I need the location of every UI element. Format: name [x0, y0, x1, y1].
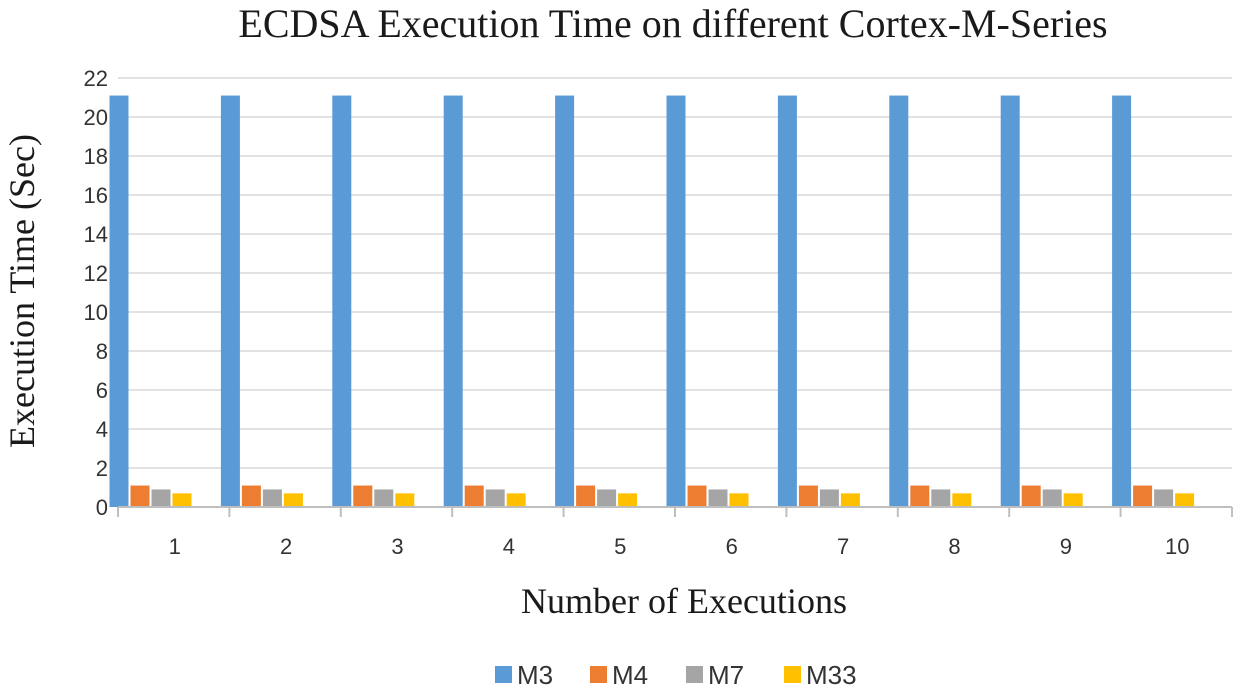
y-axis-label: Execution Time (Sec) — [2, 134, 42, 448]
x-tick-label: 8 — [948, 534, 960, 559]
legend-swatch-m33 — [784, 666, 801, 683]
legend-swatch-m3 — [495, 666, 512, 683]
y-tick-label: 12 — [84, 261, 108, 286]
bar-m4-5 — [576, 485, 596, 507]
x-tick-label: 10 — [1165, 534, 1189, 559]
bar-m3-10 — [1112, 95, 1132, 508]
bar-m7-6 — [708, 489, 728, 507]
bar-m7-3 — [374, 489, 394, 507]
bar-m3-3 — [332, 95, 352, 508]
x-tick-label: 5 — [614, 534, 626, 559]
y-tick-label: 18 — [84, 144, 108, 169]
y-tick-label: 10 — [84, 300, 108, 325]
bar-m3-5 — [555, 95, 575, 508]
bar-m3-6 — [666, 95, 686, 508]
bar-m3-4 — [443, 95, 463, 508]
y-tick-label: 4 — [96, 417, 108, 442]
bar-m3-1 — [109, 95, 129, 508]
y-axis-ticks: 0 2 4 6 8 10 12 14 16 18 20 22 — [84, 66, 108, 520]
bar-m7-9 — [1042, 489, 1062, 507]
bar-m3-9 — [1000, 95, 1020, 508]
bar-m7-1 — [151, 489, 171, 507]
legend: M3 M4 M7 M33 — [495, 660, 857, 690]
bar-m33-4 — [506, 493, 526, 507]
bar-m3-2 — [220, 95, 240, 508]
y-tick-label: 16 — [84, 183, 108, 208]
bar-m33-3 — [395, 493, 415, 507]
bar-m3-7 — [777, 95, 797, 508]
bar-m7-5 — [597, 489, 617, 507]
bar-m7-10 — [1154, 489, 1174, 507]
bar-m33-2 — [283, 493, 303, 507]
bar-m4-7 — [798, 485, 818, 507]
bar-m33-5 — [618, 493, 638, 507]
bar-m4-3 — [353, 485, 373, 507]
legend-label-m4: M4 — [612, 660, 648, 690]
bar-m4-9 — [1021, 485, 1041, 507]
bar-m7-2 — [262, 489, 282, 507]
bar-m4-10 — [1133, 485, 1153, 507]
y-tick-label: 14 — [84, 222, 108, 247]
x-axis-label: Number of Executions — [521, 581, 847, 621]
bar-m7-7 — [819, 489, 839, 507]
bar-m33-6 — [729, 493, 749, 507]
bars — [109, 95, 1195, 508]
x-axis-ticks: 1 2 3 4 5 6 7 8 9 10 — [117, 507, 1233, 559]
y-tick-label: 22 — [84, 66, 108, 91]
x-tick-label: 1 — [169, 534, 181, 559]
x-tick-label: 3 — [391, 534, 403, 559]
bar-m33-7 — [840, 493, 860, 507]
legend-label-m3: M3 — [517, 660, 553, 690]
bar-m33-1 — [172, 493, 192, 507]
bar-m4-1 — [130, 485, 150, 507]
bar-m3-8 — [889, 95, 909, 508]
legend-swatch-m4 — [590, 666, 607, 683]
chart-title: ECDSA Execution Time on different Cortex… — [238, 1, 1107, 46]
y-tick-label: 0 — [96, 495, 108, 520]
bar-m4-4 — [464, 485, 484, 507]
bar-m7-8 — [931, 489, 951, 507]
legend-label-m33: M33 — [806, 660, 857, 690]
bar-m33-9 — [1063, 493, 1083, 507]
bar-m4-8 — [910, 485, 930, 507]
x-tick-label: 7 — [837, 534, 849, 559]
x-tick-label: 6 — [726, 534, 738, 559]
bar-m4-6 — [687, 485, 707, 507]
x-tick-label: 9 — [1060, 534, 1072, 559]
x-tick-label: 4 — [503, 534, 515, 559]
bar-m7-4 — [485, 489, 505, 507]
legend-swatch-m7 — [686, 666, 703, 683]
y-tick-label: 8 — [96, 339, 108, 364]
y-tick-label: 6 — [96, 378, 108, 403]
legend-label-m7: M7 — [708, 660, 744, 690]
bar-m33-10 — [1175, 493, 1195, 507]
y-tick-label: 20 — [84, 105, 108, 130]
y-tick-label: 2 — [96, 456, 108, 481]
bar-m33-8 — [952, 493, 972, 507]
x-tick-label: 2 — [280, 534, 292, 559]
bar-m4-2 — [241, 485, 261, 507]
